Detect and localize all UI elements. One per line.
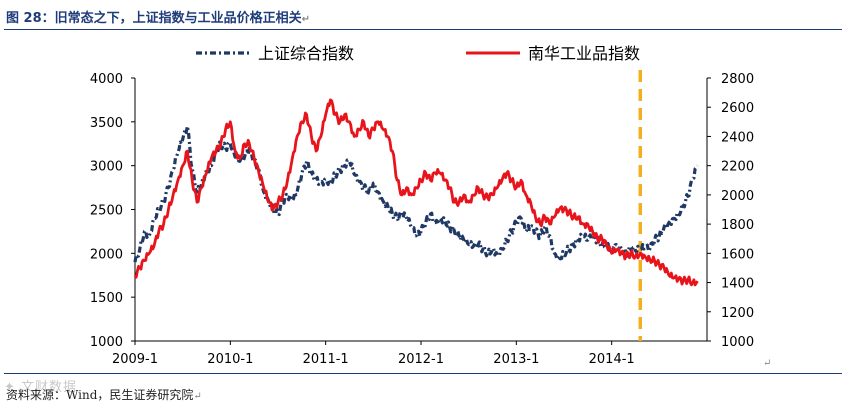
y-right-tick-label: 2000 — [721, 189, 754, 204]
y-right-tick-label: 1000 — [721, 335, 754, 350]
x-tick-label: 2014-1 — [589, 352, 635, 367]
x-tick-label: 2013-1 — [493, 352, 539, 367]
legend-label-nanhua-industrial: 南华工业品指数 — [528, 44, 640, 63]
source-note: 资料来源：Wind，民生证券研究院↵ — [6, 388, 202, 402]
watermark: ✦ 文财数据 — [4, 380, 78, 395]
y-right-tick-label: 1600 — [721, 247, 754, 262]
y-left-tick-label: 1500 — [90, 291, 123, 306]
y-left-tick-label: 2500 — [90, 204, 123, 219]
bottom-rule — [4, 373, 842, 374]
y-right-tick-label: 2400 — [721, 130, 754, 145]
y-left-tick-label: 4000 — [90, 72, 123, 87]
paragraph-mark: ↵ — [763, 358, 772, 369]
y-right-tick-label: 2800 — [721, 72, 754, 87]
y-right-tick-label: 2600 — [721, 101, 754, 116]
x-tick-label: 2012-1 — [398, 352, 444, 367]
y-left-tick-label: 1000 — [90, 335, 123, 350]
x-tick-label: 2010-1 — [207, 352, 253, 367]
y-left-tick-label: 3000 — [90, 160, 123, 175]
legend-label-shanghai-composite: 上证综合指数 — [258, 44, 354, 63]
y-right-tick-label: 2200 — [721, 160, 754, 175]
y-left-tick-label: 2000 — [90, 247, 123, 262]
y-right-tick-label: 1200 — [721, 306, 754, 321]
figure-title: 图 28：旧常态之下，上证指数与工业品价格正相关↵ — [6, 11, 311, 26]
series-line-nanhua-industrial — [133, 98, 699, 287]
y-left-tick-label: 3500 — [90, 116, 123, 131]
y-right-tick-label: 1400 — [721, 277, 754, 292]
x-tick-label: 2009-1 — [112, 352, 158, 367]
title-rule — [4, 29, 842, 30]
y-right-tick-label: 1800 — [721, 218, 754, 233]
x-tick-label: 2011-1 — [303, 352, 349, 367]
